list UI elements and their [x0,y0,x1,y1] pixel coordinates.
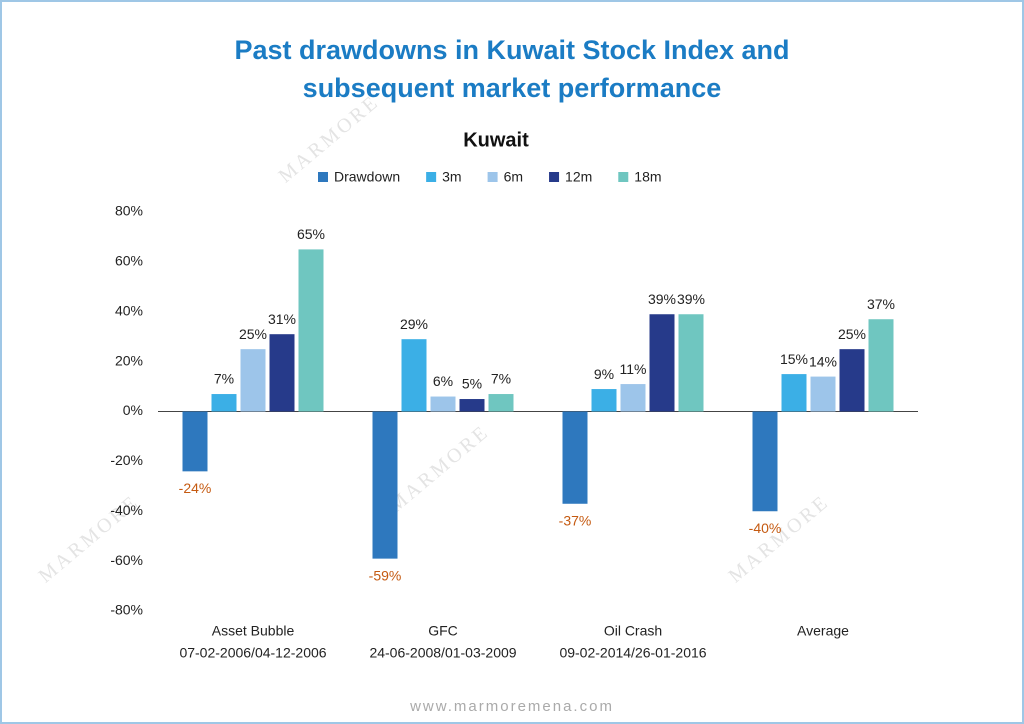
value-label: 25% [838,326,866,342]
bar [459,399,485,412]
bar [620,384,646,412]
y-tick-label: 80% [115,203,143,219]
y-tick-label: 20% [115,352,143,368]
legend-swatch [426,172,437,182]
value-label: 7% [491,371,511,387]
x-tick-label: Average [797,623,849,639]
value-label: -40% [749,520,782,536]
bar [430,396,456,412]
y-tick-label: -20% [110,452,143,468]
legend-swatch [618,172,629,182]
legend-label: 12m [565,169,592,185]
y-tick-label: 0% [123,402,143,418]
x-tick-label: 09-02-2014/26-01-2016 [559,645,706,661]
value-label: 6% [433,373,453,389]
bar [269,334,295,412]
bar [752,411,778,512]
value-label: 37% [867,296,895,312]
x-tick-label: Oil Crash [604,623,662,639]
legend-label: 3m [442,169,461,185]
x-tick-label: 07-02-2006/04-12-2006 [179,645,326,661]
value-label: -59% [369,567,402,583]
legend-label: 6m [504,169,523,185]
bar [868,319,894,412]
value-label: 7% [214,371,234,387]
legend-label: 18m [634,169,661,185]
bar [649,314,675,412]
legend-swatch [487,172,498,182]
bar [488,394,514,412]
value-label: 65% [297,226,325,242]
value-label: 31% [268,311,296,327]
value-label: 25% [239,326,267,342]
bar [562,411,588,504]
value-label: 39% [677,291,705,307]
bar [211,394,237,412]
bar [372,411,398,559]
y-tick-label: -80% [110,602,143,618]
bar [401,339,427,412]
footer: www.marmoremena.com [409,698,614,715]
bar [810,376,836,412]
value-label: 39% [648,291,676,307]
x-tick-label: GFC [428,623,458,639]
value-label: -24% [179,480,212,496]
value-label: -37% [559,512,592,528]
bar [182,411,208,472]
value-label: 11% [620,361,647,377]
bar [298,249,324,412]
legend-swatch [318,172,328,182]
chart-title: subsequent market performance [303,73,722,103]
bar [678,314,704,412]
y-tick-label: 40% [115,302,143,318]
legend-label: Drawdown [334,169,400,185]
bar [781,374,807,412]
x-tick-label: Asset Bubble [212,623,295,639]
y-tick-label: -40% [110,502,143,518]
x-tick-label: 24-06-2008/01-03-2009 [369,645,516,661]
y-tick-label: -60% [110,552,143,568]
bar [240,349,266,412]
value-label: 15% [780,351,808,367]
bar [839,349,865,412]
value-label: 9% [594,366,614,382]
y-tick-label: 60% [115,253,143,269]
chart-subtitle: Kuwait [463,129,529,151]
value-label: 5% [462,376,482,392]
bar [591,389,617,412]
chart-title: Past drawdowns in Kuwait Stock Index and [234,35,789,65]
value-label: 29% [400,316,428,332]
legend-swatch [549,172,560,182]
value-label: 14% [809,353,837,369]
